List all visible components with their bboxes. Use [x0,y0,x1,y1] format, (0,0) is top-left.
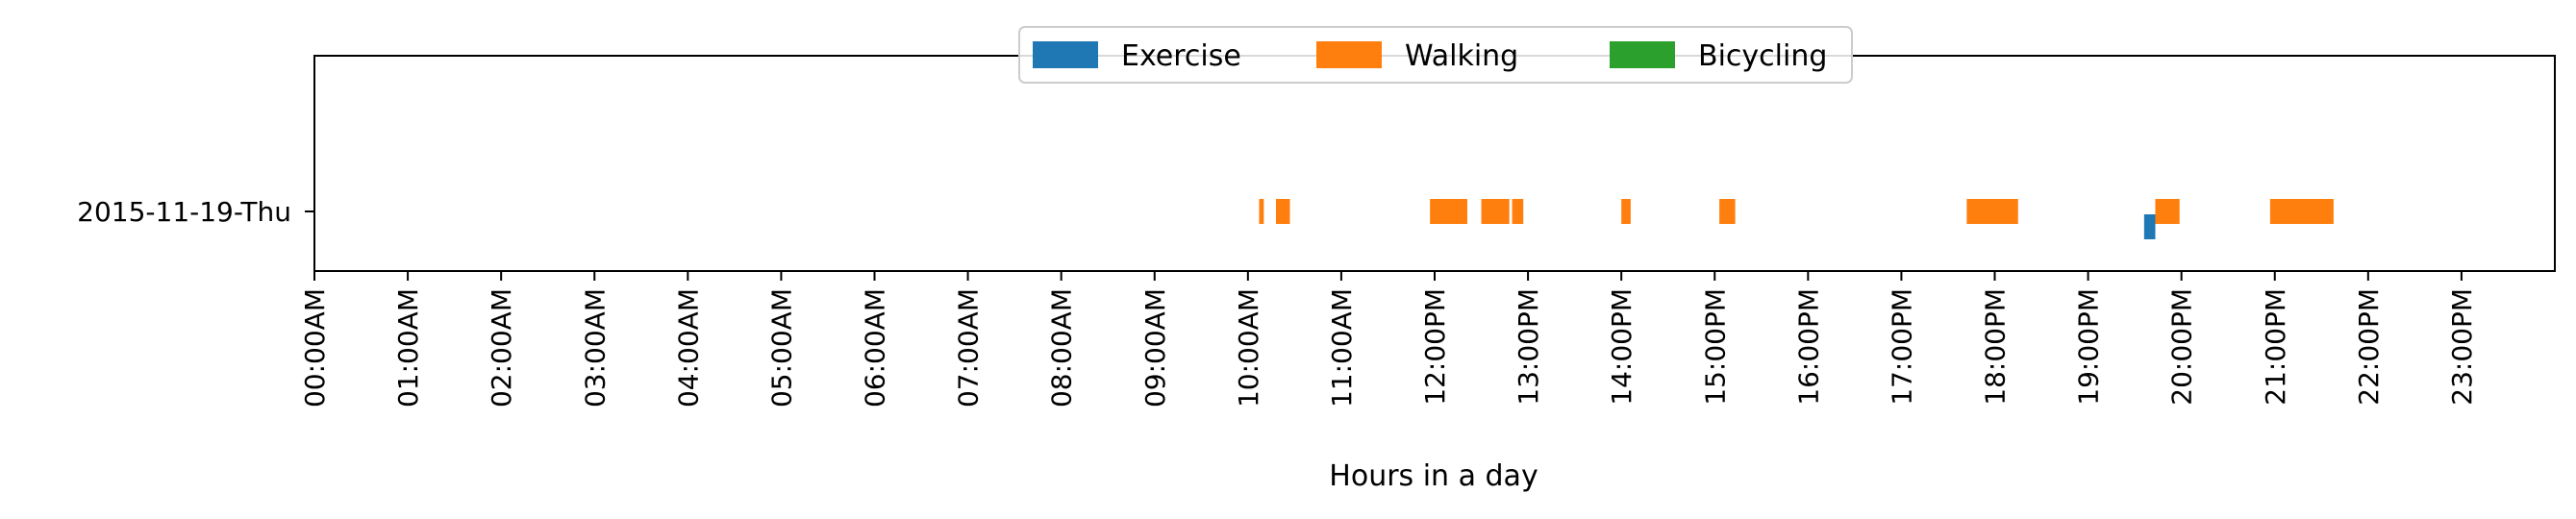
x-tick-label: 11:00AM [1326,288,1358,408]
x-tick-label: 03:00AM [579,288,611,408]
x-tick-label: 09:00AM [1139,288,1171,408]
x-tick-label: 13:00PM [1513,288,1544,406]
x-tick-label: 19:00PM [2073,288,2105,406]
bicycling-legend-swatch [1610,41,1675,68]
legend: Exercise Walking Bicycling [1018,26,1853,84]
exercise-legend-label: Exercise [1121,39,1241,73]
walking-bar [1621,199,1631,224]
walking-bar [2155,199,2180,224]
x-tick-label: 08:00AM [1046,288,1078,408]
walking-bar [1259,199,1264,224]
x-axis: 00:00AM 01:00AM 02:00AM 03:00AM 04:00AM 05:00… [299,271,2478,408]
walking-bar [1966,199,2018,224]
walking-legend-label: Walking [1405,39,1518,73]
y-tick-label: 2015-11-19-Thu [77,196,291,228]
x-tick-label: 16:00PM [1792,288,1824,406]
x-tick-label: 12:00PM [1419,288,1451,406]
bicycling-legend-label: Bicycling [1698,39,1827,73]
exercise-bar [2143,214,2156,239]
x-tick-label: 05:00AM [765,288,797,408]
x-tick-label: 04:00AM [672,288,704,408]
walking-bar [1430,199,1467,224]
x-tick-label: 00:00AM [299,288,331,408]
x-tick-label: 02:00AM [486,288,517,408]
x-tick-label: 06:00AM [860,288,891,408]
walking-legend-swatch [1316,41,1382,68]
y-axis: 2015-11-19-Thu [77,196,314,228]
x-tick-label: 01:00AM [392,288,424,408]
plot-area [314,56,2555,271]
x-tick-label: 14:00PM [1606,288,1638,406]
x-tick-label: 23:00PM [2446,288,2478,406]
x-tick-label: 21:00PM [2260,288,2291,406]
x-tick-label: 17:00PM [1886,288,1917,406]
x-tick-label: 07:00AM [953,288,985,408]
exercise-legend-swatch [1033,41,1098,68]
legend-box [1018,26,1853,84]
x-tick-label: 22:00PM [2353,288,2385,406]
x-tick-label: 18:00PM [1980,288,2012,406]
activity-bars [1259,199,2334,239]
walking-bar [1481,199,1510,224]
walking-bar [1512,199,1524,224]
x-axis-label: Hours in a day [1329,459,1538,493]
x-tick-label: 15:00PM [1699,288,1731,406]
walking-bar [1275,199,1290,224]
x-tick-label: 10:00AM [1233,288,1264,408]
x-tick-label: 20:00PM [2166,288,2198,406]
walking-bar [1719,199,1736,224]
walking-bar [2269,199,2334,224]
